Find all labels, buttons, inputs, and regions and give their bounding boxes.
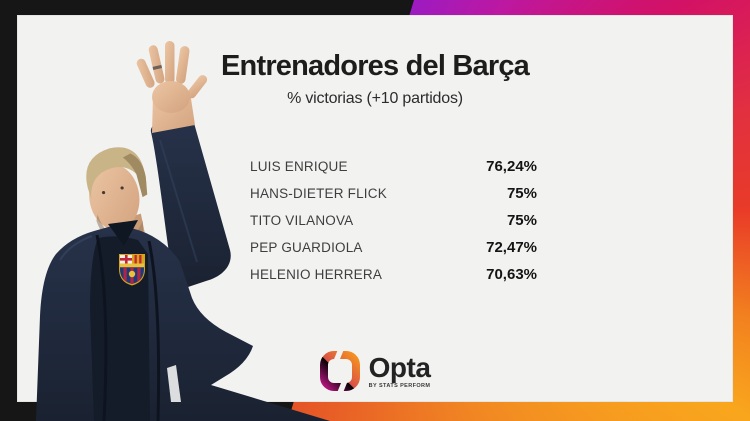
page-subtitle: % victorias (+10 partidos)	[287, 90, 463, 107]
stat-row: HELENIO HERRERA 70,63%	[250, 261, 537, 288]
coach-name: HELENIO HERRERA	[250, 267, 383, 282]
stat-row: PEP GUARDIOLA 72,47%	[250, 234, 537, 261]
opta-byline-text: BY STATS PERFORM	[368, 382, 431, 389]
coach-name: TITO VILANOVA	[250, 213, 354, 228]
page-title: Entrenadores del Barça	[221, 50, 530, 82]
coach-name: LUIS ENRIQUE	[250, 159, 348, 174]
win-percentage: 75%	[506, 212, 537, 229]
win-percentage: 70,63%	[486, 266, 537, 283]
opta-wordmark: Opta BY STATS PERFORM	[368, 351, 431, 389]
stat-row: HANS-DIETER FLICK 75%	[250, 180, 537, 207]
stats-list: LUIS ENRIQUE 76,24% HANS-DIETER FLICK 75…	[250, 153, 537, 288]
opta-logo-icon	[319, 351, 360, 391]
coach-name: HANS-DIETER FLICK	[250, 186, 387, 201]
barcelona-crest	[119, 254, 145, 286]
stat-row: LUIS ENRIQUE 76,24%	[250, 153, 537, 180]
stat-row: TITO VILANOVA 75%	[250, 207, 537, 234]
win-percentage: 75%	[506, 185, 537, 202]
win-percentage: 76,24%	[486, 158, 537, 175]
coach-name: PEP GUARDIOLA	[250, 240, 363, 255]
person-illustration	[36, 41, 330, 421]
opta-brand-text: Opta	[368, 351, 431, 383]
waving-hand	[136, 41, 208, 113]
opta-logo: Opta BY STATS PERFORM	[0, 351, 750, 391]
win-percentage: 72,47%	[486, 239, 537, 256]
